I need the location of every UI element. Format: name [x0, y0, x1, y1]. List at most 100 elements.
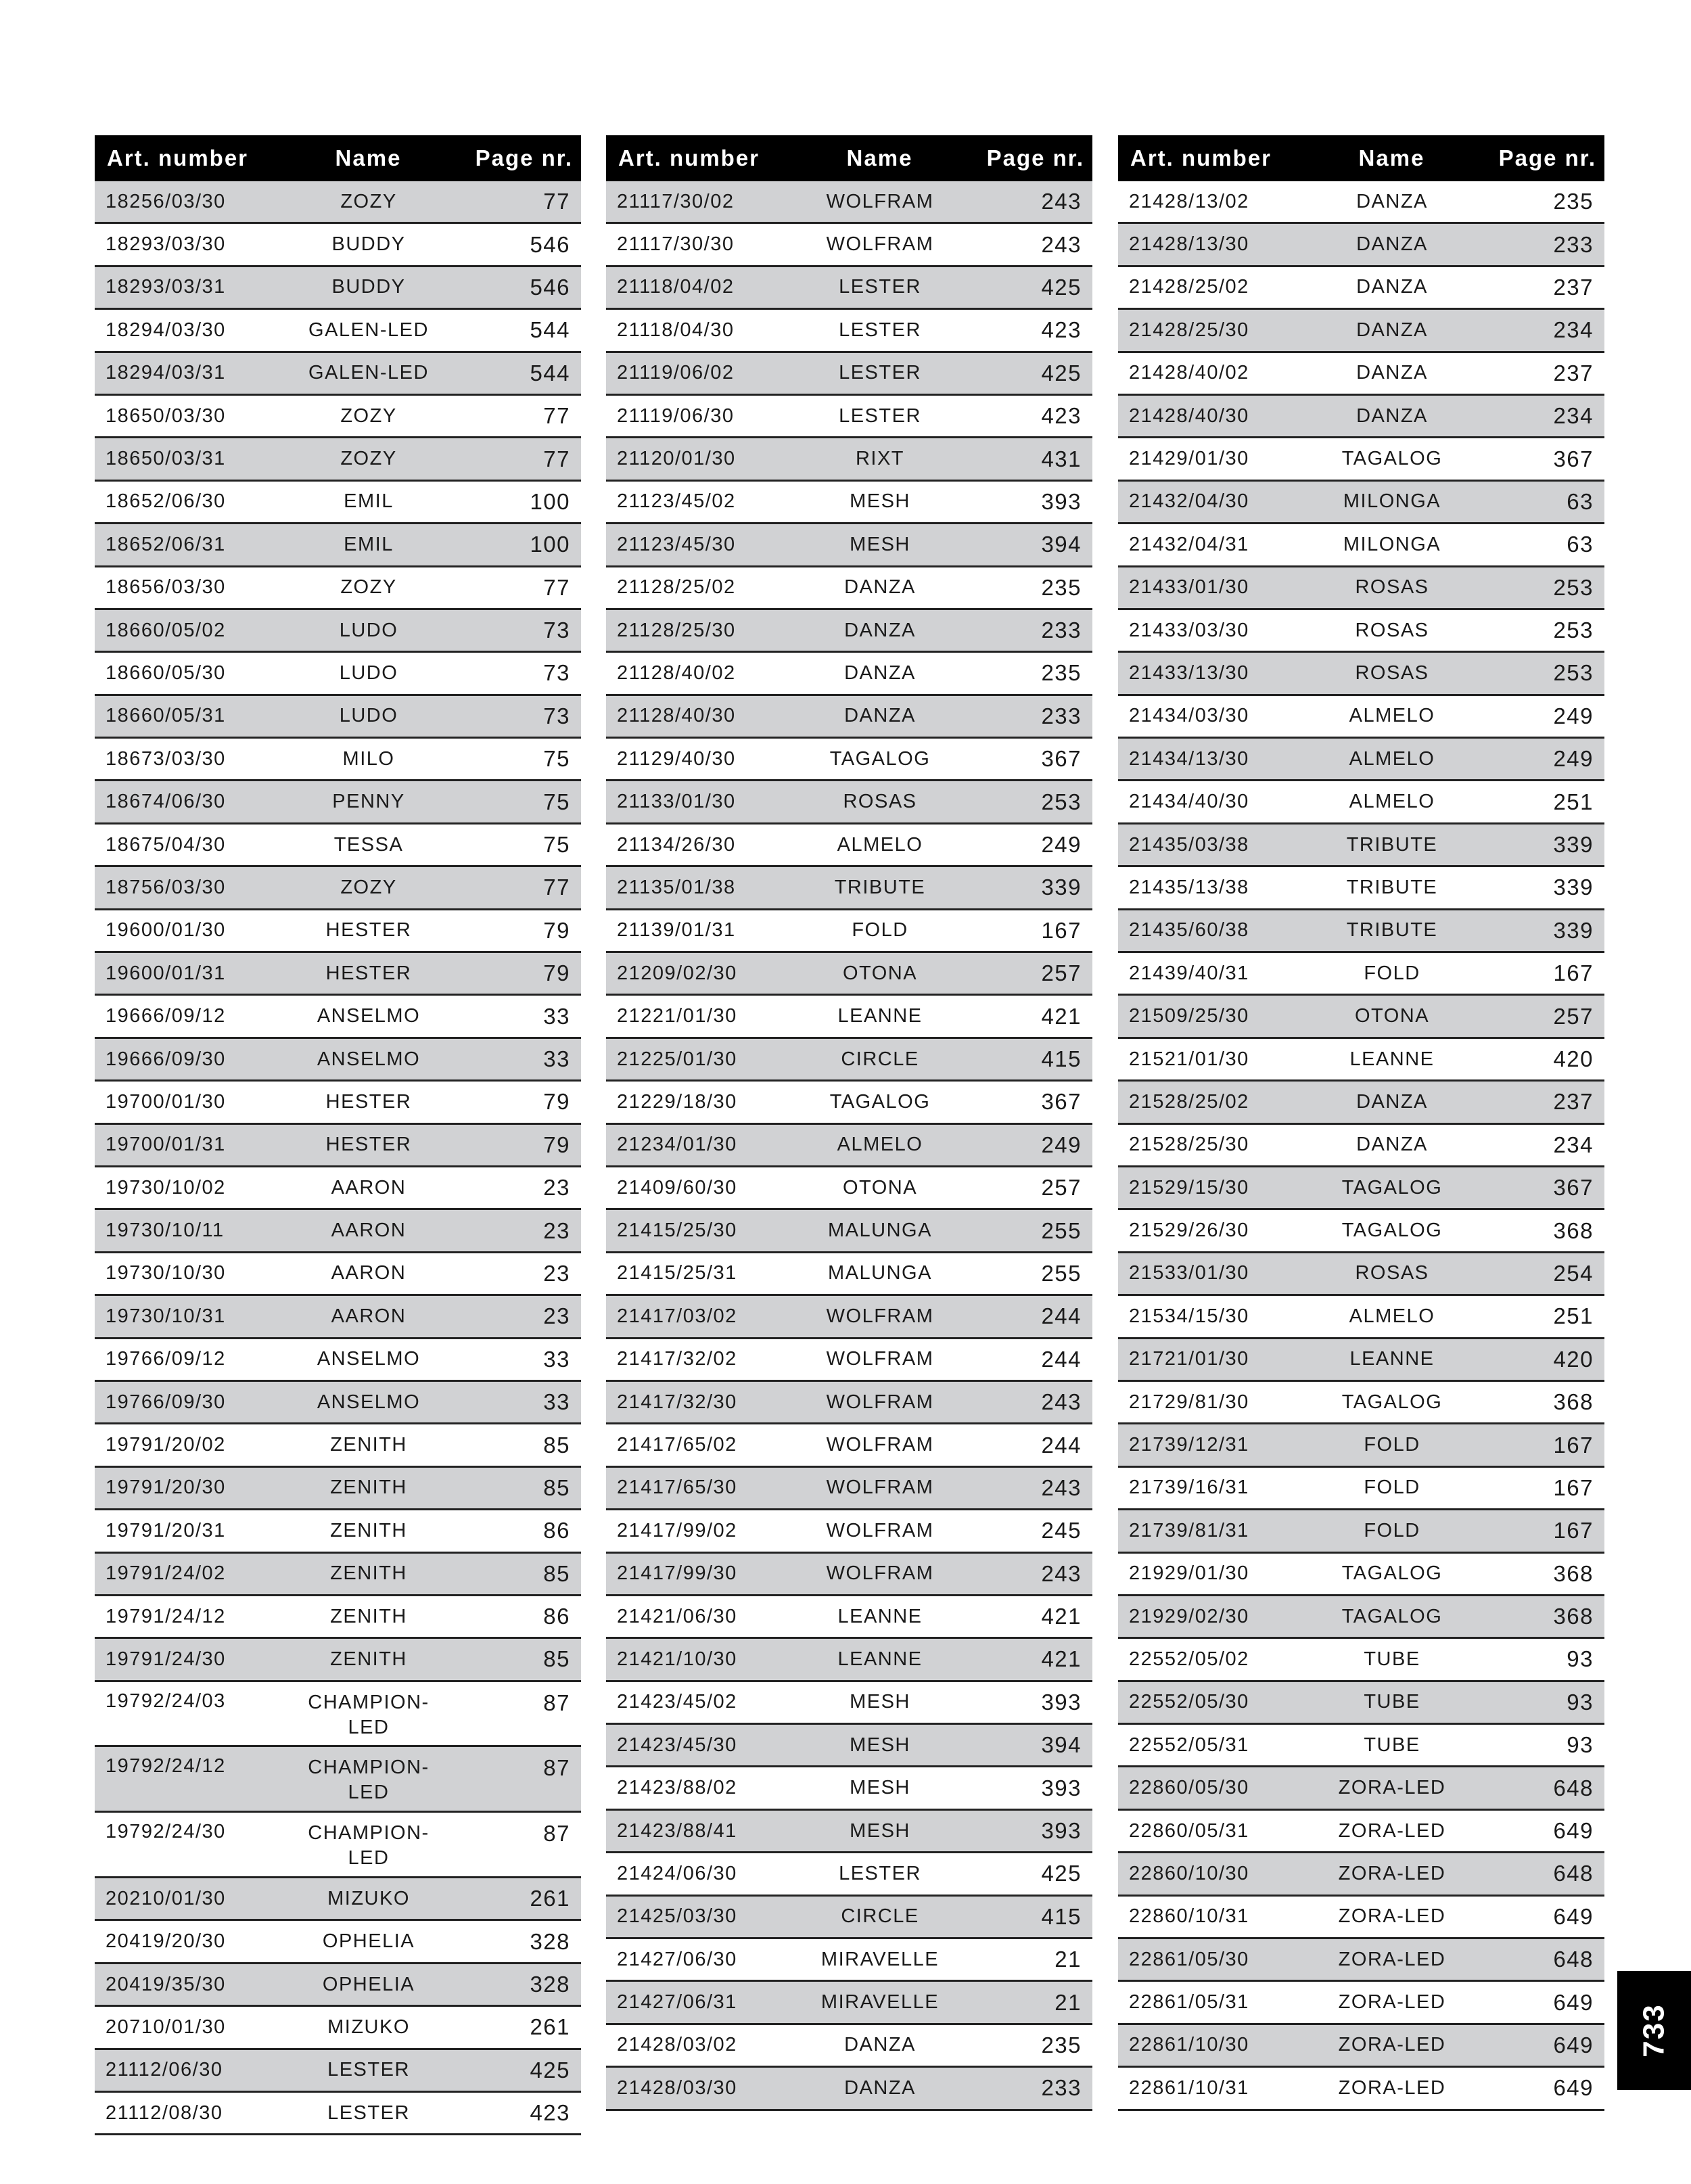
- page-nr: 243: [1041, 1474, 1082, 1500]
- art-number: 21534/15/30: [1129, 1305, 1249, 1327]
- table-row: 21428/25/02 DANZA 237: [1118, 267, 1604, 310]
- product-name: AARON: [331, 1176, 407, 1199]
- page-nr: 245: [1041, 1518, 1082, 1543]
- page-nr: 86: [543, 1518, 570, 1543]
- page-nr: 421: [1041, 1646, 1082, 1672]
- page-nr: 23: [543, 1303, 570, 1329]
- product-name: ROSAS: [1355, 661, 1429, 684]
- table-row: 21139/01/31 FOLD 167: [606, 910, 1092, 954]
- page-nr: 87: [543, 1690, 570, 1715]
- table-row: 21434/03/30 ALMELO 249: [1118, 696, 1604, 739]
- product-name: ZENITH: [330, 1519, 407, 1541]
- art-number: 21417/99/02: [617, 1519, 737, 1541]
- product-name: LEANNE: [1349, 1048, 1435, 1070]
- art-number: 21433/03/30: [1129, 619, 1249, 641]
- table-row: 21417/65/30 WOLFRAM 243: [606, 1467, 1092, 1511]
- product-name: ZOZY: [340, 448, 397, 470]
- page-nr: 253: [1553, 660, 1594, 686]
- art-number: 18293/03/30: [106, 233, 226, 256]
- page-nr: 394: [1041, 1732, 1082, 1758]
- page-nr: 339: [1553, 832, 1594, 858]
- page-nr: 251: [1553, 789, 1594, 814]
- page-nr: 368: [1553, 1217, 1594, 1243]
- art-number: 21427/06/30: [617, 1948, 737, 1970]
- art-number: 21128/40/30: [617, 705, 736, 727]
- art-number: 21417/65/02: [617, 1434, 737, 1456]
- product-name: FOLD: [1364, 1519, 1420, 1541]
- page-nr: 649: [1553, 1903, 1594, 1929]
- product-name: ZENITH: [330, 1648, 407, 1670]
- art-number: 22552/05/02: [1129, 1648, 1249, 1670]
- art-number: 21435/13/38: [1129, 876, 1249, 898]
- product-name: LESTER: [327, 2059, 410, 2081]
- table-row: 19730/10/11 AARON 23: [95, 1210, 581, 1253]
- page-nr: 649: [1553, 2075, 1594, 2101]
- product-name: ANSELMO: [317, 1391, 421, 1413]
- art-number: 18652/06/31: [106, 533, 226, 555]
- page-nr: 233: [1041, 703, 1082, 728]
- product-name: ZOZY: [340, 190, 397, 212]
- page-nr: 233: [1041, 618, 1082, 643]
- art-number: 18756/03/30: [106, 876, 226, 898]
- table-row: 20710/01/30 MIZUKO 261: [95, 2007, 581, 2050]
- art-number: 21129/40/30: [617, 747, 736, 770]
- table-row: 21929/01/30 TAGALOG 368: [1118, 1554, 1604, 1596]
- product-name: OPHELIA: [322, 1930, 415, 1953]
- table-row: 21417/03/02 WOLFRAM 244: [606, 1296, 1092, 1339]
- header-name: Name: [335, 145, 402, 170]
- product-name: DANZA: [844, 705, 916, 727]
- table-row: 21428/03/30 DANZA 233: [606, 2068, 1092, 2111]
- table-row: 21119/06/30 LESTER 423: [606, 396, 1092, 439]
- table-row: 18674/06/30 PENNY 75: [95, 781, 581, 824]
- product-name: MESH: [850, 490, 910, 513]
- page-nr: 368: [1553, 1604, 1594, 1629]
- table-row: 20210/01/30 MIZUKO 261: [95, 1878, 581, 1922]
- product-name: WOLFRAM: [826, 1562, 934, 1585]
- table-row: 21118/04/02 LESTER 425: [606, 266, 1092, 310]
- page-nr: 167: [1553, 1474, 1594, 1500]
- product-name: ZORA-LED: [1338, 2034, 1446, 2056]
- page-nr: 257: [1041, 960, 1082, 986]
- product-name: MALUNGA: [828, 1262, 932, 1284]
- table-row: 19766/09/30 ANSELMO 33: [95, 1381, 581, 1425]
- product-name: ZORA-LED: [1338, 1948, 1446, 1970]
- page-nr: 421: [1041, 1604, 1082, 1629]
- page-nr: 367: [1553, 1175, 1594, 1201]
- table-row: 21529/26/30 TAGALOG 368: [1118, 1210, 1604, 1253]
- page-nr: 79: [543, 960, 570, 986]
- page-nr: 649: [1553, 1989, 1594, 2015]
- product-name: ROSAS: [1355, 1262, 1429, 1284]
- page-nr: 328: [530, 1972, 570, 1997]
- table-row: 21209/02/30 OTONA 257: [606, 953, 1092, 996]
- table-row: 21423/45/30 MESH 394: [606, 1725, 1092, 1768]
- page-nr: 244: [1041, 1346, 1082, 1372]
- product-name: FOLD: [1364, 1477, 1420, 1499]
- table-row: 19600/01/31 HESTER 79: [95, 953, 581, 996]
- product-name: DANZA: [1356, 362, 1428, 384]
- product-name: MILONGA: [1343, 533, 1441, 555]
- art-number: 21417/32/30: [617, 1391, 737, 1413]
- page-nr: 339: [1553, 917, 1594, 943]
- product-name: WOLFRAM: [826, 1391, 934, 1413]
- page-nr: 21: [1055, 1947, 1082, 1972]
- product-name: HESTER: [325, 919, 412, 942]
- page-nr: 421: [1041, 1003, 1082, 1029]
- product-name: MESH: [850, 1691, 910, 1713]
- table-row: 19730/10/31 AARON 23: [95, 1296, 581, 1339]
- table-row: 21128/40/02 DANZA 235: [606, 653, 1092, 696]
- table-row: 19792/24/30 CHAMPION- LED 87: [95, 1813, 581, 1879]
- product-name: WOLFRAM: [826, 1477, 934, 1499]
- page-nr: 93: [1567, 1689, 1594, 1715]
- art-number: 21929/01/30: [1129, 1562, 1249, 1585]
- product-name: DANZA: [1356, 1134, 1428, 1156]
- table-row: 21421/10/30 LEANNE 421: [606, 1639, 1092, 1682]
- page-nr: 33: [543, 1346, 570, 1372]
- art-number: 21112/08/30: [106, 2101, 223, 2124]
- product-name: ZOZY: [340, 404, 397, 427]
- art-number: 21225/01/30: [617, 1048, 737, 1070]
- page-nr: 167: [1553, 960, 1594, 986]
- table-row: 21417/99/02 WOLFRAM 245: [606, 1510, 1092, 1554]
- product-name: TESSA: [333, 833, 404, 856]
- art-number: 19791/20/30: [106, 1477, 226, 1499]
- table-row: 19791/20/30 ZENITH 85: [95, 1467, 581, 1511]
